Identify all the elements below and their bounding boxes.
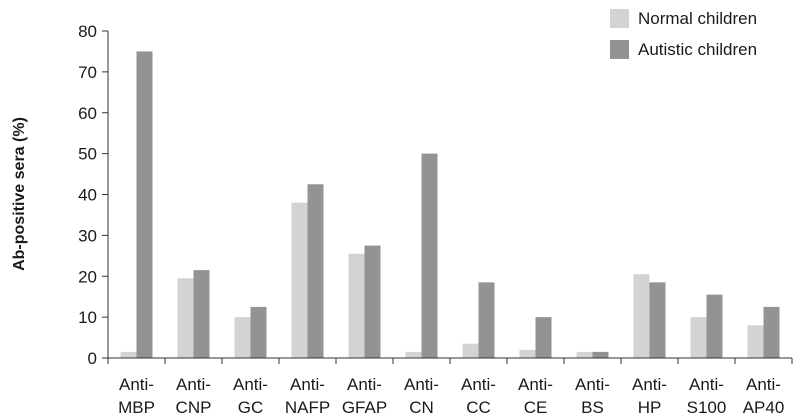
bar-autistic-hp [649, 282, 666, 358]
legend: Normal children Autistic children [610, 9, 757, 59]
y-axis-label: Ab-positive sera (%) [11, 117, 28, 271]
x-tick-label: GC [238, 398, 264, 417]
y-tick-label: 20 [78, 267, 97, 286]
legend-label: Normal children [638, 9, 757, 28]
bar-autistic-mbp [136, 51, 153, 358]
x-tick-label: Anti- [176, 375, 211, 394]
x-tick-label: CC [466, 398, 491, 417]
bar-normal-ce [519, 349, 536, 358]
x-axis: Anti- MBP Anti- CNP Anti- GC Anti- NAFP Anti- GFA… [107, 357, 793, 417]
bar-autistic-ap40 [763, 306, 780, 358]
bar-autistic-s100 [706, 294, 723, 358]
y-tick-label: 60 [78, 104, 97, 123]
bar-normal-mbp [120, 351, 137, 358]
x-tick-label: Anti- [632, 375, 667, 394]
x-tick-label: S100 [687, 398, 727, 417]
x-tick-label: CE [524, 398, 548, 417]
bar-autistic-gfap [364, 245, 381, 358]
x-tick-label: Anti- [290, 375, 325, 394]
bar-normal-cn [405, 351, 422, 358]
legend-swatch [610, 40, 629, 59]
x-tick-label: Anti- [746, 375, 781, 394]
bar-autistic-cc [478, 282, 495, 358]
x-tick-label: GFAP [342, 398, 387, 417]
bar-normal-nafp [291, 202, 308, 358]
x-tick-label: Anti- [119, 375, 154, 394]
bar-autistic-gc [250, 306, 267, 358]
x-tick-label: Anti- [689, 375, 724, 394]
x-tick-label: BS [581, 398, 604, 417]
bars [120, 51, 780, 358]
x-tick-label: Anti- [461, 375, 496, 394]
bar-autistic-cnp [193, 270, 210, 358]
x-tick-label: HP [638, 398, 662, 417]
bar-autistic-ce [535, 317, 552, 358]
bar-normal-ap40 [747, 325, 764, 358]
bar-normal-gc [234, 317, 251, 358]
x-tick-label: Anti- [518, 375, 553, 394]
x-tick-label: AP40 [743, 398, 785, 417]
x-tick-label: CN [409, 398, 434, 417]
bar-normal-hp [633, 274, 650, 358]
bar-autistic-nafp [307, 184, 324, 358]
x-tick-label: MBP [118, 398, 155, 417]
y-tick-label: 50 [78, 145, 97, 164]
x-tick-label: Anti- [575, 375, 610, 394]
x-tick-label: Anti- [404, 375, 439, 394]
bar-normal-cnp [177, 278, 194, 358]
y-tick-label: 80 [78, 22, 97, 41]
y-tick-label: 30 [78, 226, 97, 245]
x-tick-label: Anti- [347, 375, 382, 394]
bar-autistic-cn [421, 153, 438, 358]
legend-label: Autistic children [638, 40, 757, 59]
y-tick-label: 40 [78, 186, 97, 205]
y-tick-label: 0 [88, 349, 97, 368]
legend-swatch [610, 9, 629, 28]
bar-normal-s100 [690, 317, 707, 358]
x-tick-label: Anti- [233, 375, 268, 394]
y-tick-label: 70 [78, 63, 97, 82]
x-tick-label: NAFP [285, 398, 330, 417]
bar-normal-bs [576, 351, 593, 358]
bar-autistic-bs [592, 351, 609, 358]
bar-normal-cc [462, 343, 479, 358]
x-tick-label: CNP [176, 398, 212, 417]
y-axis: 0 10 20 30 40 50 60 70 80 [78, 22, 109, 368]
bar-normal-gfap [348, 253, 365, 358]
y-tick-label: 10 [78, 308, 97, 327]
